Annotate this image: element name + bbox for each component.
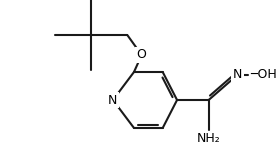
Text: ─OH: ─OH bbox=[250, 68, 277, 81]
Text: NH₂: NH₂ bbox=[197, 132, 221, 145]
Text: N: N bbox=[108, 94, 118, 106]
Text: O: O bbox=[137, 49, 147, 62]
Text: N: N bbox=[233, 68, 242, 81]
